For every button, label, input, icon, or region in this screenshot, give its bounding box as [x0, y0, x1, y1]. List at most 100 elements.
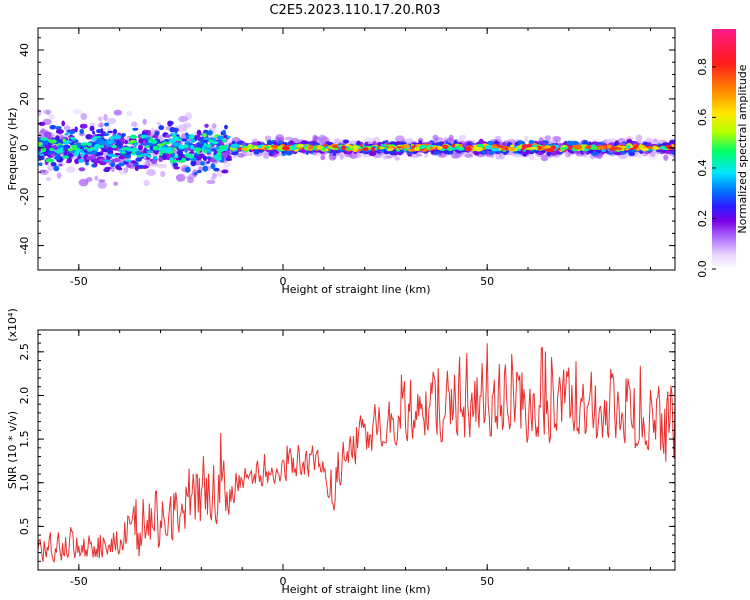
heatmap-cell: [453, 146, 461, 149]
heatmap-cell: [237, 153, 245, 158]
heatmap-cell: [173, 125, 180, 129]
heatmap-cell: [200, 137, 205, 145]
heatmap-cell: [452, 143, 456, 148]
heatmap-cell: [560, 146, 565, 152]
snr-ytick-label: 2.5: [18, 343, 31, 361]
heatmap-cell: [53, 156, 61, 160]
heatmap-cell: [129, 134, 138, 139]
snr-xtick-label: -50: [70, 575, 88, 588]
heatmap-cell: [545, 148, 555, 152]
heatmap-cell: [224, 124, 228, 130]
heatmap-cell: [184, 153, 193, 158]
heatmap-cell: [202, 133, 207, 138]
heatmap-cell: [606, 144, 612, 149]
heatmap-cell: [48, 113, 55, 120]
heatmap-cell: [196, 129, 202, 136]
heatmap-cell: [230, 143, 238, 149]
spectrogram-ticks: -50 0 50 -40 -20 0 20 40: [18, 28, 675, 288]
heatmap-cell: [143, 147, 147, 153]
snr-multiplier: (x10⁴): [6, 308, 19, 342]
heatmap-cell: [38, 151, 42, 156]
heatmap-cell: [117, 167, 123, 171]
heatmap-cell: [217, 135, 225, 141]
heatmap-cell: [78, 167, 86, 172]
spectrogram-panel: -50 0 50 -40 -20 0 20 40 Height of straight lin…: [6, 27, 676, 296]
heatmap-cell: [491, 148, 500, 152]
heatmap-cell: [184, 166, 191, 173]
heatmap-cell: [107, 118, 117, 124]
heatmap-cell: [339, 152, 344, 160]
heatmap-cell: [300, 140, 309, 145]
heatmap-cell: [351, 145, 360, 149]
heatmap-cell: [196, 149, 200, 155]
heatmap-cell: [152, 145, 159, 151]
heatmap-cell: [270, 144, 279, 149]
heatmap-cell: [620, 146, 628, 149]
heatmap-cell: [80, 113, 88, 120]
heatmap-cell: [124, 139, 128, 145]
heatmap-cell: [66, 157, 72, 164]
heatmap-cell: [185, 140, 189, 144]
heatmap-cell: [90, 137, 97, 141]
heatmap-cell: [587, 150, 594, 154]
colorbar-tick-label: 0.0: [696, 260, 709, 278]
heatmap-cell: [206, 161, 211, 164]
heatmap-cell: [327, 145, 332, 149]
heatmap-cell: [200, 161, 205, 166]
heatmap-cell: [107, 156, 111, 160]
heatmap-cell: [204, 146, 208, 150]
heatmap-cell: [181, 157, 186, 163]
heatmap-cell: [506, 141, 512, 147]
heatmap-cell: [317, 145, 322, 150]
heatmap-cell: [67, 148, 74, 152]
heatmap-cell: [190, 160, 197, 167]
heatmap-cell: [47, 164, 54, 172]
heatmap-cell: [474, 147, 484, 152]
heatmap-cell: [159, 152, 163, 156]
heatmap-cell: [40, 137, 48, 141]
heatmap-cell: [636, 147, 641, 152]
heatmap-cell: [177, 160, 183, 163]
heatmap-cell: [69, 137, 76, 140]
heatmap-cell: [40, 147, 47, 153]
heatmap-cell: [146, 168, 156, 177]
heatmap-cell: [97, 181, 107, 189]
heatmap-cell: [169, 126, 176, 133]
heatmap-cell: [74, 126, 78, 133]
heatmap-cell: [63, 125, 71, 131]
heatmap-cell: [221, 169, 229, 174]
heatmap-cell: [118, 169, 127, 175]
heatmap-cell: [263, 152, 270, 159]
heatmap-cell: [64, 132, 69, 136]
heatmap-cell: [38, 162, 43, 166]
heatmap-cell: [265, 145, 270, 149]
snr-frame: [37, 329, 676, 571]
heatmap-cell: [56, 172, 62, 179]
heatmap-cell: [516, 148, 521, 151]
colorbar-gradient: [712, 29, 736, 269]
heatmap-cell: [92, 158, 99, 165]
colorbar-label: Normalized spectral amplitude: [736, 64, 749, 233]
heatmap-cell: [100, 145, 105, 148]
heatmap-layer: [38, 109, 675, 189]
heatmap-cell: [407, 148, 416, 152]
heatmap-cell: [133, 143, 138, 147]
heatmap-cell: [165, 134, 171, 139]
heatmap-cell: [668, 146, 673, 150]
heatmap-cell: [188, 134, 195, 140]
heatmap-cell: [177, 144, 186, 150]
heatmap-cell: [436, 145, 443, 150]
spectrogram-ytick-label: 40: [18, 43, 31, 57]
heatmap-cell: [342, 139, 350, 144]
heatmap-cell: [571, 140, 580, 146]
heatmap-cell: [61, 120, 65, 127]
heatmap-cell: [202, 155, 208, 161]
heatmap-cell: [79, 123, 88, 129]
heatmap-cell: [514, 153, 523, 158]
heatmap-cell: [465, 146, 472, 151]
heatmap-cell: [203, 129, 208, 134]
heatmap-cell: [355, 152, 362, 158]
heatmap-cell: [170, 121, 174, 125]
heatmap-cell: [178, 115, 189, 123]
heatmap-cell: [203, 143, 208, 147]
